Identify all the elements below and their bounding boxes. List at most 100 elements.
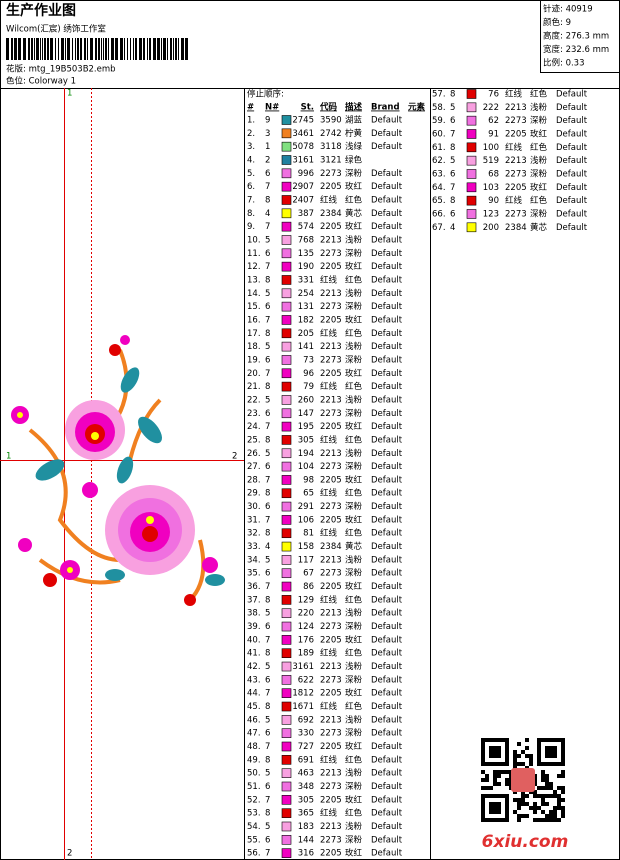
qr-module [533, 818, 537, 822]
row-seq: 45. [247, 702, 261, 712]
qr-module [481, 798, 485, 802]
row-seq: 56. [247, 849, 261, 859]
row-code: 红线 [320, 274, 338, 285]
row-desc: 玫红 [345, 741, 363, 752]
row-needle: 5 [265, 342, 270, 352]
bar-line [157, 38, 160, 60]
row-stitches: 68 [488, 169, 499, 179]
row-brand: Default [371, 822, 403, 832]
qr-module [537, 746, 541, 750]
row-desc: 深粉 [530, 115, 548, 126]
qr-module [481, 818, 485, 822]
row-needle: 5 [450, 103, 455, 113]
qr-module [561, 786, 565, 790]
qr-module [485, 786, 489, 790]
qr-module [541, 818, 545, 822]
qr-module [501, 738, 505, 742]
watermark: 6xiu.com [482, 832, 569, 852]
row-code: 2273 [320, 249, 342, 259]
row-code: 2205 [320, 475, 342, 485]
row-desc: 红色 [530, 195, 548, 206]
bar-line [167, 38, 168, 60]
row-code: 2273 [505, 169, 527, 179]
row-desc: 玫红 [345, 421, 363, 432]
row-desc: 深粉 [345, 461, 363, 472]
row-brand: Default [371, 249, 403, 259]
row-code: 2273 [320, 409, 342, 419]
row-code: 2205 [320, 262, 342, 272]
qr-module [505, 754, 509, 758]
row-needle: 8 [450, 90, 455, 100]
row-needle: 5 [265, 449, 270, 459]
color-swatch [281, 421, 292, 432]
qr-module [481, 738, 485, 742]
color-swatch [281, 555, 292, 565]
qr-module [481, 810, 485, 814]
embroidery-design [11, 335, 225, 606]
color-swatch [466, 129, 477, 139]
row-code: 红线 [505, 89, 523, 100]
row-brand: Default [371, 302, 403, 312]
row-brand: Default [371, 675, 403, 685]
row-desc: 浅绿 [345, 141, 363, 152]
row-brand: Default [371, 809, 403, 819]
qr-module [501, 794, 505, 798]
row-code: 2742 [320, 129, 342, 139]
qr-module [549, 810, 553, 814]
qr-module [553, 818, 557, 822]
qr-module [549, 818, 553, 822]
bar-line [18, 38, 21, 60]
column-header: 描述 [345, 102, 363, 113]
qr-module [557, 798, 561, 802]
row-seq: 62. [432, 156, 446, 166]
qr-module [541, 802, 545, 806]
qr-module [505, 802, 509, 806]
row-needle: 7 [265, 689, 270, 699]
row-seq: 35. [247, 569, 261, 579]
qr-module [493, 806, 497, 810]
row-seq: 25. [247, 435, 261, 445]
row-seq: 41. [247, 649, 261, 659]
bar-line [84, 38, 86, 60]
row-desc: 浅粉 [345, 661, 363, 672]
row-brand: Default [371, 542, 403, 552]
row-desc: 红色 [345, 328, 363, 339]
bar-line [124, 38, 125, 60]
qr-module [553, 790, 557, 794]
bar-line [61, 38, 64, 60]
row-desc: 玫红 [345, 848, 363, 859]
table-title: 停止顺序: [247, 89, 284, 100]
row-desc: 黄芯 [345, 541, 363, 552]
row-brand: Default [371, 235, 403, 245]
row-brand: Default [371, 702, 403, 712]
row-stitches: 254 [298, 289, 314, 299]
row-brand: Default [371, 595, 403, 605]
row-stitches: 2745 [292, 116, 314, 126]
bar-line [143, 38, 145, 60]
row-code: 红线 [505, 195, 523, 206]
row-code: 2205 [320, 582, 342, 592]
color-swatch [281, 581, 292, 592]
qr-module [537, 762, 541, 766]
qr-module [561, 770, 565, 774]
row-needle: 6 [450, 209, 455, 219]
row-needle: 7 [450, 183, 455, 193]
row-needle: 4 [450, 223, 455, 233]
bar-line [127, 38, 128, 60]
row-needle: 6 [265, 502, 270, 512]
row-seq: 17. [247, 329, 261, 339]
row-stitches: 98 [303, 475, 314, 485]
color-swatch [466, 142, 477, 153]
row-seq: 50. [247, 769, 261, 779]
color-swatch [281, 475, 292, 485]
qr-module [505, 798, 509, 802]
bar-line [42, 38, 43, 60]
row-needle: 4 [265, 542, 270, 552]
row-desc: 红色 [345, 701, 363, 712]
bar-line [11, 38, 13, 60]
qr-module [493, 782, 497, 786]
qr-module [497, 770, 501, 774]
qr-module [517, 742, 521, 746]
row-desc: 红色 [345, 528, 363, 539]
